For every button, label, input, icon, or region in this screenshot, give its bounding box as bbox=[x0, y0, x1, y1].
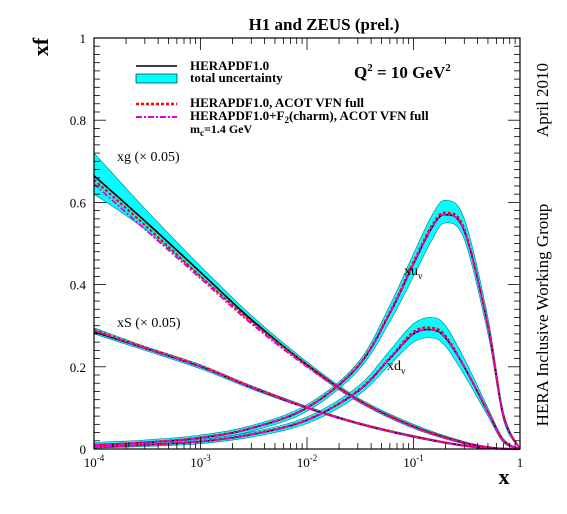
legend-label-acot: HERAPDF1.0, ACOT VFN full bbox=[190, 95, 364, 110]
x-tick-label: 10-3 bbox=[190, 453, 211, 470]
y-tick-label: 0.8 bbox=[70, 113, 86, 128]
x-tick-label: 10-1 bbox=[403, 453, 424, 470]
line-central-xuv bbox=[93, 213, 521, 450]
line-charm-xg bbox=[93, 183, 521, 450]
q2-label: Q2 = 10 GeV2 bbox=[354, 62, 451, 82]
curve-label-xs: xS (× 0.05) bbox=[117, 316, 181, 331]
x-axis-label: x bbox=[499, 464, 510, 489]
x-tick-label: 10-2 bbox=[297, 453, 318, 470]
y-axis-label: xf bbox=[28, 37, 53, 56]
curve-label-xg: xg (× 0.05) bbox=[117, 150, 180, 165]
chart-title: H1 and ZEUS (prel.) bbox=[249, 15, 400, 34]
y-tick-label: 0.4 bbox=[70, 278, 87, 293]
legend-label-central: HERAPDF1.0 bbox=[190, 58, 269, 73]
y-tick-label: 0 bbox=[80, 442, 87, 457]
legend-swatch-band bbox=[135, 73, 178, 84]
line-acot-xs bbox=[93, 328, 521, 451]
x-tick-label: 10-4 bbox=[84, 453, 105, 470]
line-charm-xs bbox=[93, 329, 521, 450]
y-tick-label: 0.6 bbox=[70, 195, 87, 210]
axes bbox=[93, 37, 521, 450]
y-tick-label: 1 bbox=[80, 31, 87, 46]
line-charm-xuv bbox=[93, 213, 521, 450]
side-label-date: April 2010 bbox=[533, 63, 552, 137]
legend-label-charm: HERAPDF1.0+F2(charm), ACOT VFN full bbox=[190, 108, 429, 125]
line-acot-xg bbox=[93, 178, 521, 451]
curve-label-xdv: xdv bbox=[387, 359, 406, 376]
uncertainty-bands bbox=[93, 152, 521, 450]
band-xdv bbox=[93, 317, 521, 450]
side-label-group: HERA Inclusive Working Group bbox=[533, 204, 552, 427]
curve-label-xuv: xuv bbox=[404, 264, 423, 281]
y-tick-labels: 0 0.2 0.4 0.6 0.8 1 bbox=[70, 31, 87, 457]
x-tick-label: 1 bbox=[517, 455, 524, 470]
legend: HERAPDF1.0 total uncertainty HERAPDF1.0,… bbox=[135, 58, 429, 138]
y-tick-label: 0.2 bbox=[70, 360, 86, 375]
legend-mc-note: mc=1.4 GeV bbox=[190, 122, 252, 138]
x-tick-labels: 10-4 10-3 10-2 10-1 1 bbox=[84, 453, 524, 470]
series-lines bbox=[93, 175, 521, 451]
legend-label-band: total uncertainty bbox=[190, 70, 283, 85]
line-charm-xdv bbox=[93, 328, 521, 450]
